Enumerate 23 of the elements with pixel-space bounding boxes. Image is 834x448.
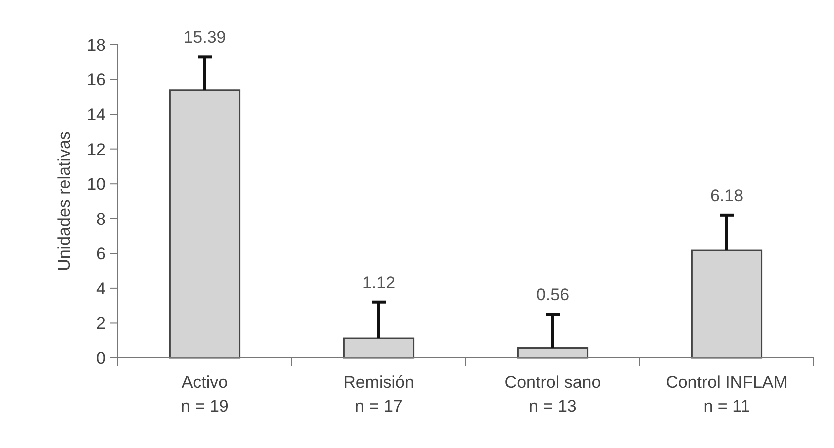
y-tick-label: 18: [87, 36, 106, 55]
bar: [343, 338, 415, 359]
data-label: 15.39: [184, 28, 226, 48]
data-label: 1.12: [362, 273, 396, 292]
y-tick-label: 8: [96, 210, 106, 229]
bar: [169, 90, 241, 359]
x-tick-label: Remisión n = 17: [344, 373, 414, 416]
x-tick-label: Control sano n = 13: [504, 373, 602, 416]
x-tick-label: Control INFLAM n = 11: [666, 373, 788, 416]
data-label: 6.18: [710, 186, 744, 206]
y-tick-label: 6: [96, 244, 106, 264]
bar: [691, 250, 763, 359]
y-tick-label: 2: [96, 314, 106, 334]
y-tick-label: 0: [96, 348, 106, 368]
y-axis-title: Unidades relativas: [55, 132, 74, 272]
bar: [517, 348, 589, 359]
y-tick-label: 12: [87, 140, 106, 160]
y-tick-label: 16: [87, 70, 106, 90]
data-label: 0.56: [536, 286, 570, 305]
y-tick-label: 14: [87, 106, 106, 125]
x-tick-label: Activo n = 19: [181, 373, 229, 416]
y-tick-label: 4: [96, 279, 106, 298]
y-tick-label: 10: [87, 175, 106, 194]
